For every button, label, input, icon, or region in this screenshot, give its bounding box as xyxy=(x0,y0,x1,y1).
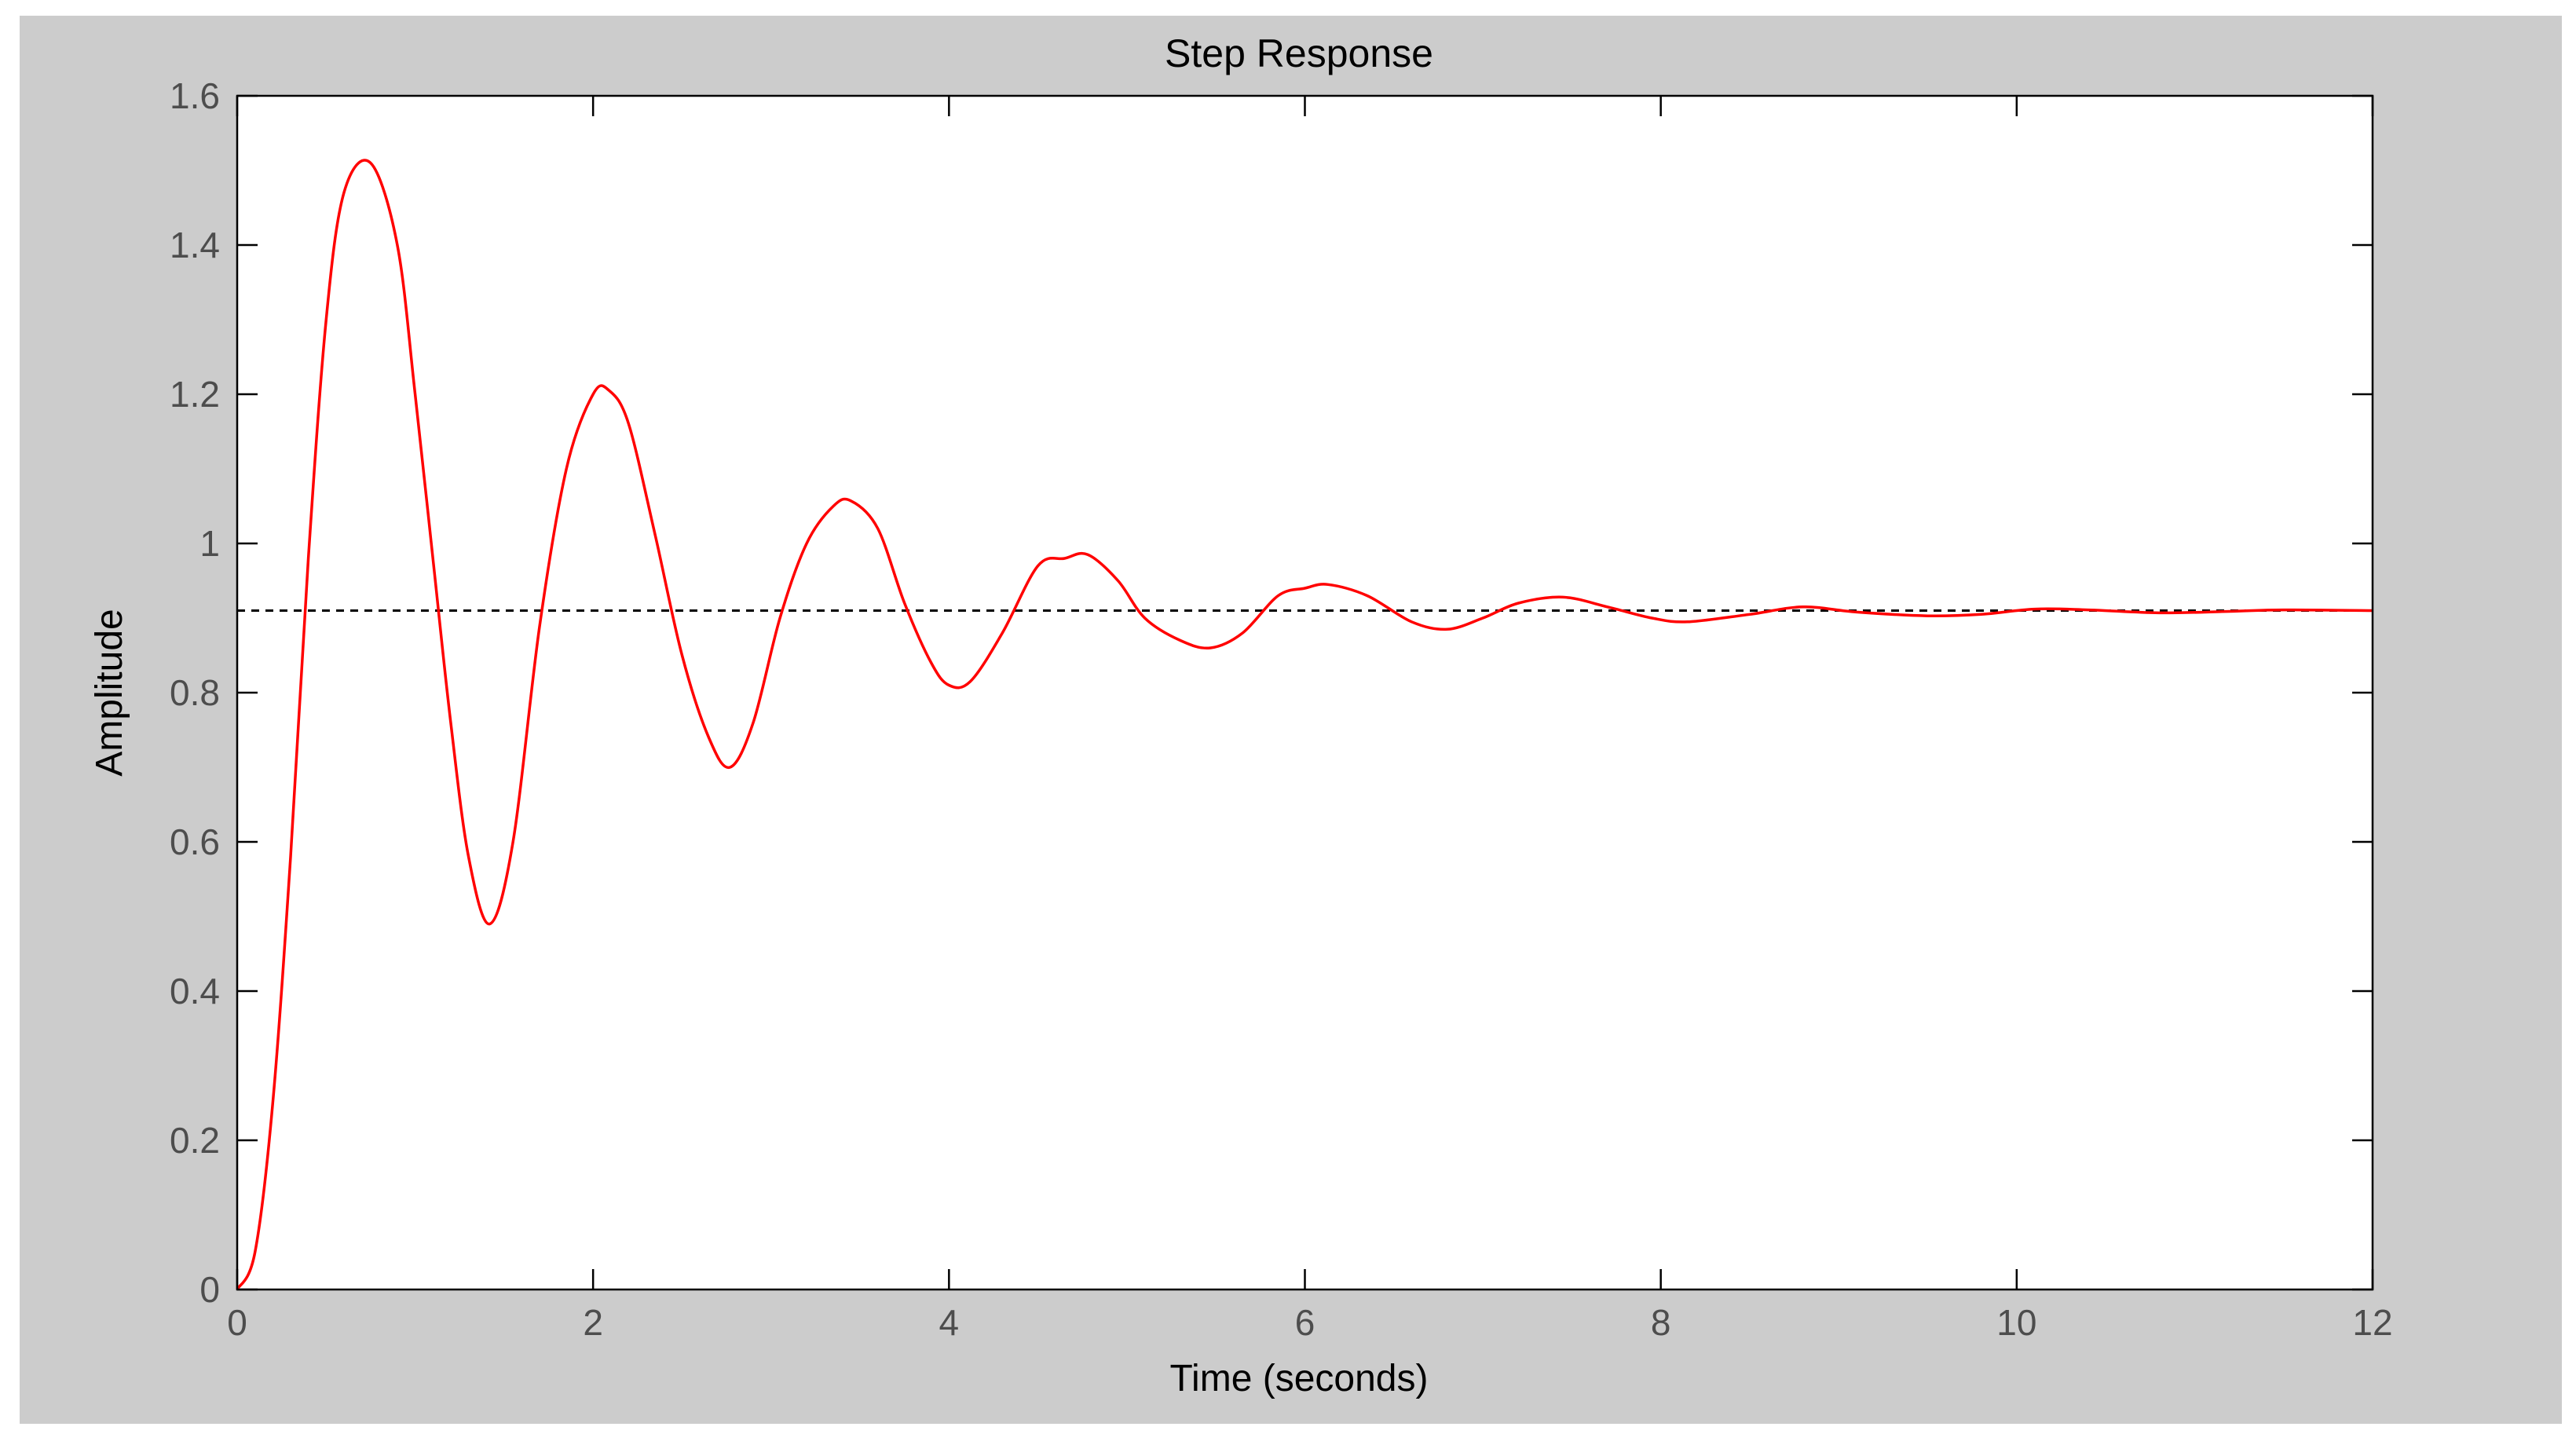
x-tick-label: 2 xyxy=(583,1302,603,1343)
x-axis-label: Time (seconds) xyxy=(1170,1358,1429,1399)
chart-title: Step Response xyxy=(1165,31,1433,75)
x-tick-label: 6 xyxy=(1295,1302,1315,1343)
x-tick-label: 0 xyxy=(227,1302,247,1343)
y-axis-label: Amplitude xyxy=(89,609,130,776)
x-tick-label: 12 xyxy=(2352,1302,2392,1343)
step-response-curve xyxy=(236,159,2373,1290)
x-tick-label: 4 xyxy=(939,1302,960,1343)
x-tick-label: 8 xyxy=(1651,1302,1671,1343)
y-tick-label: 1.2 xyxy=(170,374,220,415)
y-tick-label: 0 xyxy=(199,1269,220,1310)
plot-frame xyxy=(236,94,2374,1291)
axis-tick-labels: 0 2 4 6 8 10 12 0 0.2 0.4 0.6 0.8 1 1.2 1.4 1.6 xyxy=(170,75,2393,1343)
y-tick-label: 0.2 xyxy=(170,1120,220,1161)
y-tick-label: 1 xyxy=(199,523,220,564)
y-tick-label: 1.4 xyxy=(170,225,220,265)
y-tick-label: 0.4 xyxy=(170,971,220,1012)
series-lines xyxy=(236,159,2373,1290)
y-tick-label: 0.8 xyxy=(170,672,220,713)
y-tick-label: 0.6 xyxy=(170,821,220,862)
x-tick-label: 10 xyxy=(1996,1302,2036,1343)
plot-area xyxy=(237,96,2373,1290)
y-tick-label: 1.6 xyxy=(170,75,220,116)
